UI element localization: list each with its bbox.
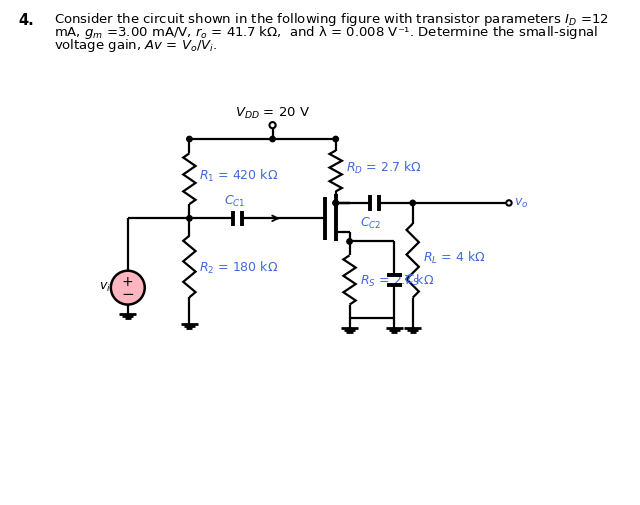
Text: $v_i$: $v_i$ [99,280,111,293]
Circle shape [269,123,276,129]
Circle shape [333,201,339,206]
Text: $R_2$ = 180 kΩ: $R_2$ = 180 kΩ [200,259,278,275]
Circle shape [410,201,415,206]
Text: $v_o$: $v_o$ [513,197,528,210]
Text: 4.: 4. [18,13,34,28]
Circle shape [506,201,511,206]
Text: voltage gain, $Av$ = $V_o$/$V_i$.: voltage gain, $Av$ = $V_o$/$V_i$. [54,37,218,55]
Circle shape [111,271,145,305]
Text: $R_D$ = 2.7 kΩ: $R_D$ = 2.7 kΩ [346,160,421,176]
Circle shape [333,201,339,206]
Text: $V_{DD}$ = 20 V: $V_{DD}$ = 20 V [235,106,310,121]
Text: $R_L$ = 4 kΩ: $R_L$ = 4 kΩ [422,249,485,265]
Text: mA, $g_m$ =3.00 mA/V, $r_o$ = 41.7 kΩ,  and λ = 0.008 V⁻¹. Determine the small-s: mA, $g_m$ =3.00 mA/V, $r_o$ = 41.7 kΩ, a… [54,24,598,41]
Circle shape [187,216,192,222]
Text: $R_1$ = 420 kΩ: $R_1$ = 420 kΩ [200,168,278,183]
Text: $R_S$ = 2.7 kΩ: $R_S$ = 2.7 kΩ [360,272,434,288]
Text: Consider the circuit shown in the following figure with transistor parameters $I: Consider the circuit shown in the follow… [54,11,609,28]
Circle shape [270,137,275,142]
Circle shape [187,137,192,142]
Text: −: − [122,287,134,301]
Text: $C_{C2}$: $C_{C2}$ [360,215,381,230]
Circle shape [347,239,352,244]
Text: $C_S$: $C_S$ [404,273,420,288]
Text: $C_{C1}$: $C_{C1}$ [223,193,245,208]
Circle shape [333,137,339,142]
Text: +: + [122,275,134,289]
